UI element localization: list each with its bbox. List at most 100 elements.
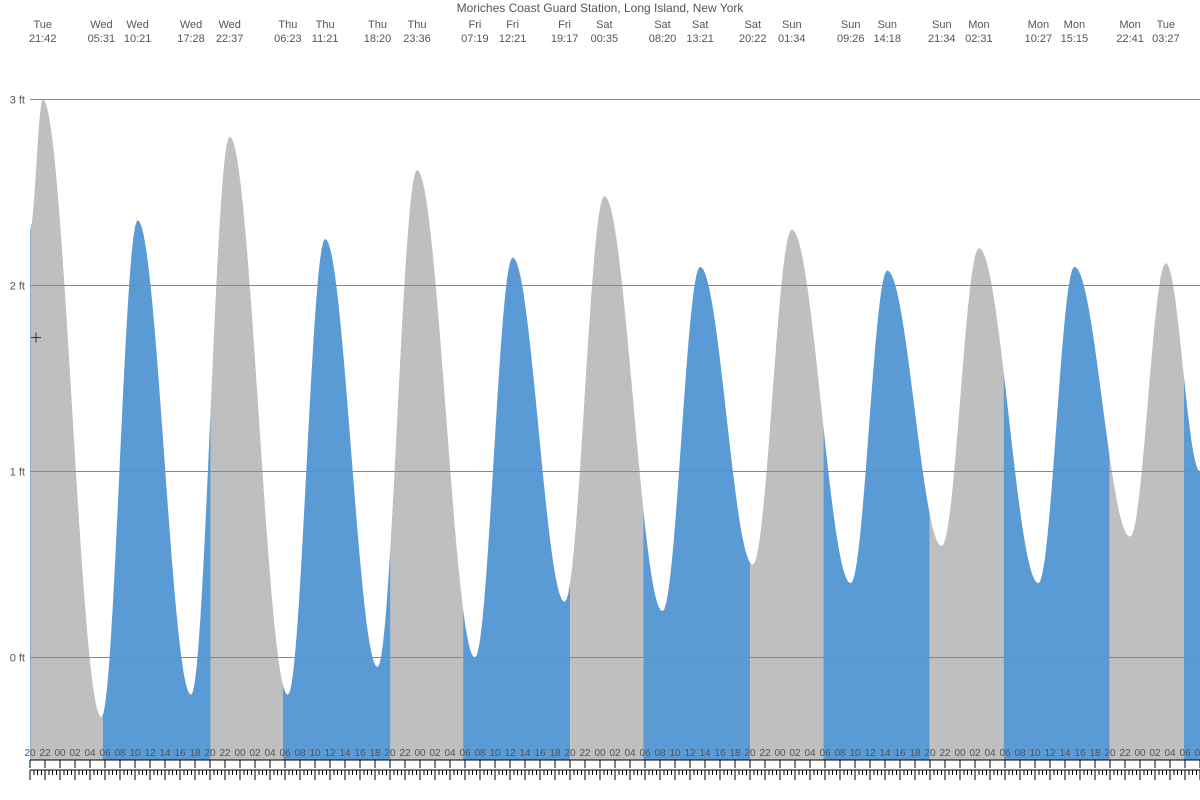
header-day: Thu xyxy=(316,19,335,31)
x-tick-label: 08 xyxy=(114,748,126,759)
night-fill xyxy=(31,99,103,760)
header-day: Wed xyxy=(180,19,202,31)
y-tick-label: 2 ft xyxy=(10,280,25,292)
x-tick-label: 20 xyxy=(744,748,756,759)
night-fill xyxy=(211,137,283,760)
x-tick-label: 04 xyxy=(264,748,276,759)
header-time: 07:19 xyxy=(461,33,489,45)
x-tick-label: 02 xyxy=(609,748,621,759)
header-day: Wed xyxy=(126,19,148,31)
day-fill xyxy=(103,220,211,760)
night-fill xyxy=(750,230,824,760)
header-day: Wed xyxy=(90,19,112,31)
x-tick-label: 10 xyxy=(129,748,141,759)
day-fill xyxy=(1004,267,1110,760)
header-time: 00:35 xyxy=(591,33,619,45)
x-tick-label: 16 xyxy=(174,748,186,759)
x-tick-label: 14 xyxy=(699,748,711,759)
header-time: 09:26 xyxy=(837,33,865,45)
header-time: 08:20 xyxy=(649,33,677,45)
x-tick-label: 22 xyxy=(579,748,591,759)
x-tick-label: 22 xyxy=(399,748,411,759)
x-tick-label: 04 xyxy=(624,748,636,759)
y-tick-label: 3 ft xyxy=(10,94,25,106)
x-tick-label: 06 xyxy=(999,748,1011,759)
header-time: 05:31 xyxy=(88,33,116,45)
x-tick-label: 12 xyxy=(1044,748,1056,759)
header-time: 14:18 xyxy=(873,33,901,45)
x-tick-label: 20 xyxy=(204,748,216,759)
x-tick-label: 10 xyxy=(849,748,861,759)
header-day: Thu xyxy=(278,19,297,31)
y-tick-label: 0 ft xyxy=(10,653,25,665)
x-tick-label: 18 xyxy=(1089,748,1101,759)
header-day: Sat xyxy=(745,19,762,31)
header-day: Thu xyxy=(368,19,387,31)
header-labels: Tue21:42Wed05:31Wed10:21Wed17:28Wed22:37… xyxy=(29,19,1180,45)
x-tick-label: 04 xyxy=(1164,748,1176,759)
x-tick-label: 08 xyxy=(294,748,306,759)
header-time: 10:21 xyxy=(124,33,152,45)
header-time: 12:21 xyxy=(499,33,527,45)
header-time: 13:21 xyxy=(686,33,714,45)
x-tick-label: 16 xyxy=(1074,748,1086,759)
header-time: 20:22 xyxy=(739,33,767,45)
night-fill xyxy=(930,248,1004,760)
y-tick-label: 1 ft xyxy=(10,467,25,479)
x-tick-label: 00 xyxy=(1134,748,1146,759)
header-day: Fri xyxy=(468,19,481,31)
x-tick-label: 10 xyxy=(309,748,321,759)
x-tick-label: 06 xyxy=(639,748,651,759)
x-tick-label: 00 xyxy=(954,748,966,759)
x-tick-label: 16 xyxy=(894,748,906,759)
x-tick-label: 14 xyxy=(879,748,891,759)
header-time: 17:28 xyxy=(177,33,205,45)
header-time: 01:34 xyxy=(778,33,806,45)
x-tick-label: 02 xyxy=(1149,748,1161,759)
header-time: 19:17 xyxy=(551,33,579,45)
x-tick-label: 20 xyxy=(384,748,396,759)
night-fill xyxy=(390,170,463,760)
x-tick-label: 08 xyxy=(1014,748,1026,759)
x-tick-label: 12 xyxy=(684,748,696,759)
header-day: Sun xyxy=(841,19,861,31)
x-tick-label: 14 xyxy=(339,748,351,759)
x-tick-label: 00 xyxy=(234,748,246,759)
x-tick-label: 14 xyxy=(1059,748,1071,759)
x-tick-label: 06 xyxy=(459,748,471,759)
header-day: Thu xyxy=(408,19,427,31)
header-day: Mon xyxy=(1119,19,1140,31)
x-tick-label: 02 xyxy=(429,748,441,759)
x-tick-label: 04 xyxy=(984,748,996,759)
x-tick-label: 18 xyxy=(729,748,741,759)
x-tick-label: 12 xyxy=(504,748,516,759)
chart-svg: Moriches Coast Guard Station, Long Islan… xyxy=(0,0,1200,800)
x-tick-label: 18 xyxy=(369,748,381,759)
x-tick-label: 12 xyxy=(864,748,876,759)
x-tick-label: 16 xyxy=(534,748,546,759)
x-tick-label: 06 xyxy=(1179,748,1191,759)
x-tick-label: 04 xyxy=(84,748,96,759)
x-tick-label: 20 xyxy=(564,748,576,759)
day-fill xyxy=(283,239,390,760)
x-tick-label: 00 xyxy=(594,748,606,759)
x-tick-label: 18 xyxy=(909,748,921,759)
x-tick-label: 00 xyxy=(54,748,66,759)
x-tick-label: 20 xyxy=(924,748,936,759)
x-tick-label: 22 xyxy=(939,748,951,759)
header-time: 11:21 xyxy=(312,33,339,45)
header-day: Sun xyxy=(932,19,952,31)
x-tick-label: 16 xyxy=(714,748,726,759)
header-day: Sun xyxy=(782,19,802,31)
tide-chart: Moriches Coast Guard Station, Long Islan… xyxy=(0,0,1200,800)
x-tick-label: 04 xyxy=(444,748,456,759)
day-fill xyxy=(1184,376,1200,760)
night-fill xyxy=(1109,263,1183,760)
header-day: Sat xyxy=(596,19,613,31)
header-day: Fri xyxy=(558,19,571,31)
x-tick-label: 08 xyxy=(834,748,846,759)
x-tick-label: 06 xyxy=(99,748,111,759)
x-tick-label: 18 xyxy=(549,748,561,759)
header-day: Sat xyxy=(692,19,709,31)
header-time: 03:27 xyxy=(1152,33,1180,45)
